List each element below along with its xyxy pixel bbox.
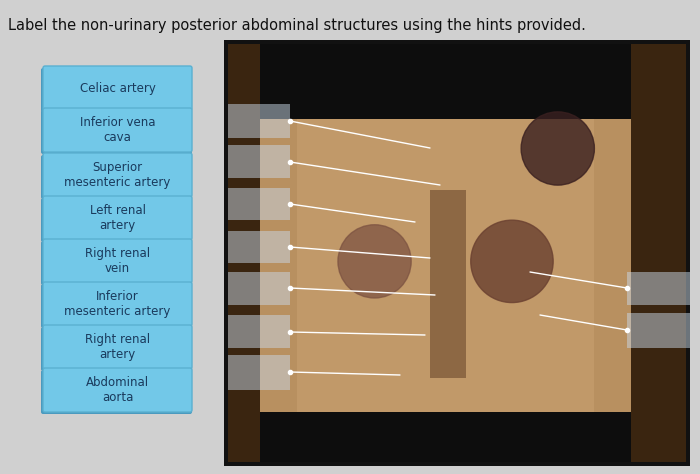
Bar xyxy=(627,272,690,305)
FancyBboxPatch shape xyxy=(43,325,192,369)
FancyBboxPatch shape xyxy=(41,198,192,242)
FancyBboxPatch shape xyxy=(43,282,192,326)
Bar xyxy=(228,44,686,462)
FancyBboxPatch shape xyxy=(41,284,192,328)
FancyBboxPatch shape xyxy=(43,196,192,240)
FancyBboxPatch shape xyxy=(41,155,192,199)
Bar xyxy=(297,119,594,412)
FancyBboxPatch shape xyxy=(41,241,192,285)
Bar xyxy=(228,44,686,119)
FancyBboxPatch shape xyxy=(41,110,192,154)
Bar xyxy=(224,40,690,466)
Bar xyxy=(631,44,686,462)
Bar xyxy=(228,188,290,220)
Bar xyxy=(430,190,466,378)
Text: Right renal
vein: Right renal vein xyxy=(85,247,150,275)
Bar xyxy=(228,315,290,348)
Bar xyxy=(627,313,690,348)
Text: Inferior vena
cava: Inferior vena cava xyxy=(80,116,155,144)
FancyBboxPatch shape xyxy=(43,239,192,283)
FancyBboxPatch shape xyxy=(41,68,192,112)
Bar xyxy=(228,355,290,390)
FancyBboxPatch shape xyxy=(41,370,192,414)
Text: Inferior
mesenteric artery: Inferior mesenteric artery xyxy=(64,290,171,318)
Bar xyxy=(228,104,290,138)
Bar xyxy=(228,231,290,263)
FancyBboxPatch shape xyxy=(43,153,192,197)
Text: Left renal
artery: Left renal artery xyxy=(90,204,146,232)
Text: Celiac artery: Celiac artery xyxy=(80,82,155,94)
FancyBboxPatch shape xyxy=(43,66,192,110)
FancyBboxPatch shape xyxy=(41,327,192,371)
Bar xyxy=(228,145,290,178)
Bar xyxy=(228,44,260,462)
FancyBboxPatch shape xyxy=(43,368,192,412)
Text: Right renal
artery: Right renal artery xyxy=(85,333,150,361)
Bar xyxy=(228,412,686,462)
FancyBboxPatch shape xyxy=(43,108,192,152)
Circle shape xyxy=(470,220,553,302)
Text: Abdominal
aorta: Abdominal aorta xyxy=(86,376,149,404)
Circle shape xyxy=(338,225,411,298)
Text: Label the non-urinary posterior abdominal structures using the hints provided.: Label the non-urinary posterior abdomina… xyxy=(8,18,586,33)
Circle shape xyxy=(521,112,594,185)
Text: Superior
mesenteric artery: Superior mesenteric artery xyxy=(64,161,171,189)
Bar xyxy=(228,272,290,305)
